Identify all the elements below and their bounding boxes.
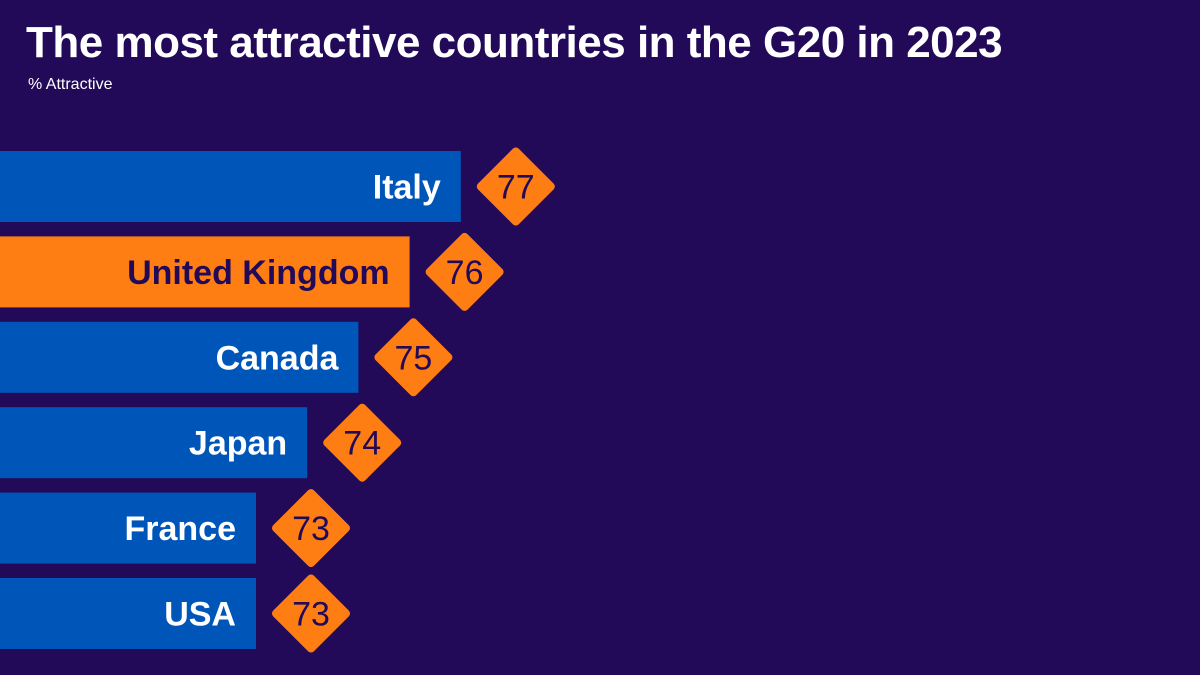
value-badge [323,403,402,482]
bar-united-kingdom [0,236,410,308]
category-label: Japan [189,425,287,463]
value-label: 74 [343,425,381,463]
value-label: 73 [292,510,330,548]
value-label: 77 [497,169,535,207]
bar-group-japan: Japan 74 [0,403,402,482]
value-badge [425,232,504,311]
bar-group-italy: Italy 77 [0,147,555,226]
bar-japan [0,407,308,479]
bar-group-canada: Canada 75 [0,318,453,397]
value-badge [272,489,350,568]
category-label: France [125,510,237,548]
bar-group-france: France 73 [0,489,350,568]
value-label: 73 [292,596,330,634]
bar-canada [0,321,359,393]
bar-france [0,492,256,564]
category-label: United Kingdom [127,254,390,292]
value-label: 76 [446,254,484,292]
bar-italy [0,151,461,222]
bar-group-united-kingdom: United Kingdom 76 [0,232,504,311]
value-badge [476,147,555,226]
value-label: 75 [394,339,432,377]
category-label: Canada [216,339,340,377]
category-label: Italy [373,169,441,207]
value-badge [374,318,453,397]
chart-title: The most attractive countries in the G20… [26,18,1003,67]
value-badge [272,574,350,653]
bar-usa [0,578,256,649]
bar-group-usa: USA 73 [0,574,350,653]
category-label: USA [164,596,236,634]
chart-subtitle: % Attractive [28,76,113,93]
